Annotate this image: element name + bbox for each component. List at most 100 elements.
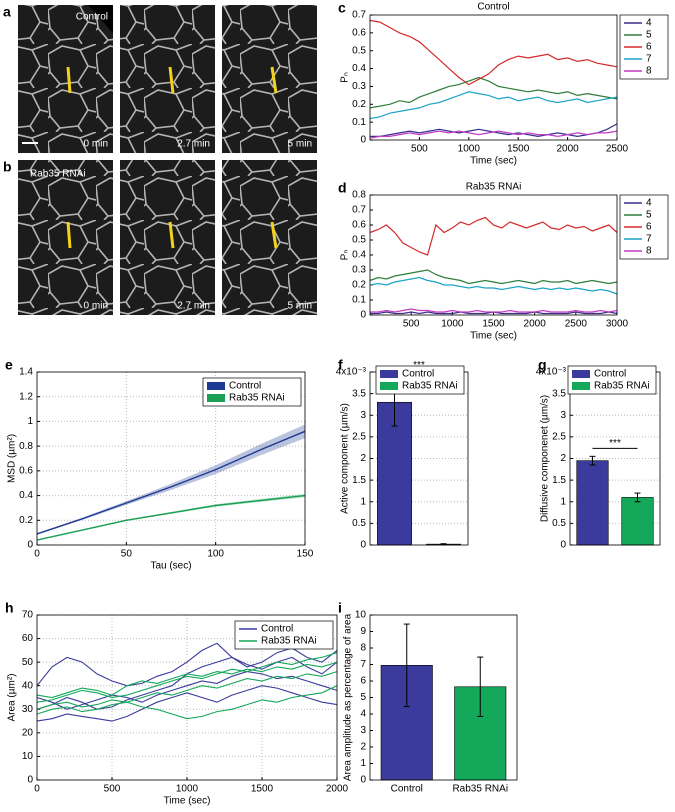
y-tick-label: 0 [27,540,33,551]
x-tick-label: 2000 [326,784,349,795]
y-tick-label: 50 [22,657,34,668]
legend-label: Control [402,369,434,380]
time-label: 2.7 min [177,139,210,150]
y-axis-label: Pₙ [340,250,351,261]
y-tick-label: 0.2 [352,99,366,110]
y-tick-label: 10 [22,751,34,762]
y-tick-label: 0.3 [352,81,366,92]
y-tick-label: 4 [360,709,366,720]
y-tick-label: 7 [360,659,366,670]
micrograph [18,5,113,153]
chart-title: Control [477,2,509,13]
legend-label: 7 [646,234,652,245]
x-tick-label: 2500 [565,319,588,330]
legend-label: Rab35 RNAi [594,381,650,392]
trace-line [36,652,338,703]
y-tick-label: 60 [22,633,34,644]
legend-swatch [572,382,590,390]
series-line [36,494,306,541]
plot-frame [36,614,338,781]
x-tick-label: 500 [104,784,121,795]
chart-panel: e 0 0.2 0.4 0.6 0.8 1 1.2 1.4 0 50 100 150 Tau (sec) M… [5,357,314,572]
y-tick-label: 0.5 [352,235,366,246]
plot-frame [36,371,306,546]
y-tick-label: 1.5 [352,475,366,486]
y-tick-label: 0 [360,775,366,786]
x-tick-label: 50 [121,549,133,560]
trace-line [36,671,338,710]
y-tick-label: 1.4 [19,367,33,378]
panel-letter: b [3,159,12,175]
x-axis-label: Time (sec) [470,156,517,167]
y-tick-label: 0.1 [352,295,366,306]
x-tick-label: 1500 [251,784,274,795]
y-tick-label: 40 [22,680,34,691]
y-tick-label: 0 [360,540,366,551]
significance-label: *** [413,360,425,371]
y-tick-label: 6 [360,676,366,687]
significance-label: *** [609,438,621,449]
legend-swatch [207,394,225,402]
y-tick-label: 1 [560,496,566,507]
legend-label: 6 [646,222,652,233]
chart-panel: d Rab35 RNAi 0 0.1 0.2 0.3 0.4 0.5 0.6 0.7 0.8 500 1… [338,180,669,342]
panel-letter: a [3,4,11,20]
y-axis-label: Area (µm²) [7,674,18,722]
y-tick-label: 0.4 [352,63,366,74]
y-tick-label: 1 [360,496,366,507]
y-axis-label: MSD (µm²) [7,434,18,483]
y-tick-label: 0.5 [352,45,366,56]
legend-label: Control [261,624,293,635]
bar [576,460,609,546]
x-tick-label: 1000 [441,319,464,330]
micrograph [120,5,215,153]
legend-label: 5 [646,210,652,221]
y-tick-label: 0.6 [352,27,366,38]
series-line [369,269,618,285]
panel-letter: g [538,357,547,373]
image-mask [88,5,113,33]
y-tick-label: 0.4 [19,490,33,501]
bar [621,497,654,546]
plot-frame [369,194,618,316]
x-tick-label: 1000 [458,144,481,155]
chart-panel: g 0 0.5 1 1.5 2 2.5 3 3.5 4x10⁻³ Diffusive compone… [536,357,661,551]
trace-line [36,685,338,720]
y-tick-label: 0.1 [352,117,366,128]
plot-area [370,15,617,140]
y-axis-label: Pₙ [340,72,351,83]
tracked-edge [66,221,72,249]
y-tick-label: 30 [22,704,34,715]
plot-frame [369,14,618,141]
legend-label: 8 [646,246,652,257]
y-tick-label: 70 [22,610,34,621]
y-axis-label: Diffusive componenet (µm/s) [540,395,551,522]
x-tick-label: 0 [34,784,40,795]
y-tick-label: 9 [360,626,366,637]
legend-box [234,620,334,650]
legend-label: Control [594,369,626,380]
micrograph [222,160,317,315]
y-axis-label: Area amplitude as percentage of area [343,613,354,781]
x-tick-label: 3000 [606,319,629,330]
time-label: 2.7 min [177,301,210,312]
micrograph [222,5,317,153]
y-tick-label: 3 [360,725,366,736]
time-label: 5 min [288,139,312,150]
legend-label: 6 [646,42,652,53]
series-line [369,216,618,256]
y-tick-label: 2.5 [552,432,566,443]
plot-frame [369,614,518,781]
y-tick-label: 3 [560,410,566,421]
x-tick-label: 2500 [606,144,629,155]
x-tick-label: 100 [207,549,224,560]
x-tick-label: 0 [34,549,40,560]
tracked-edge [168,221,175,249]
x-tick-label: 1500 [507,144,530,155]
panel-letter: e [5,357,13,373]
y-tick-label: 2.5 [352,432,366,443]
legend-label: Rab35 RNAi [229,393,285,404]
x-tick-label: 1500 [482,319,505,330]
